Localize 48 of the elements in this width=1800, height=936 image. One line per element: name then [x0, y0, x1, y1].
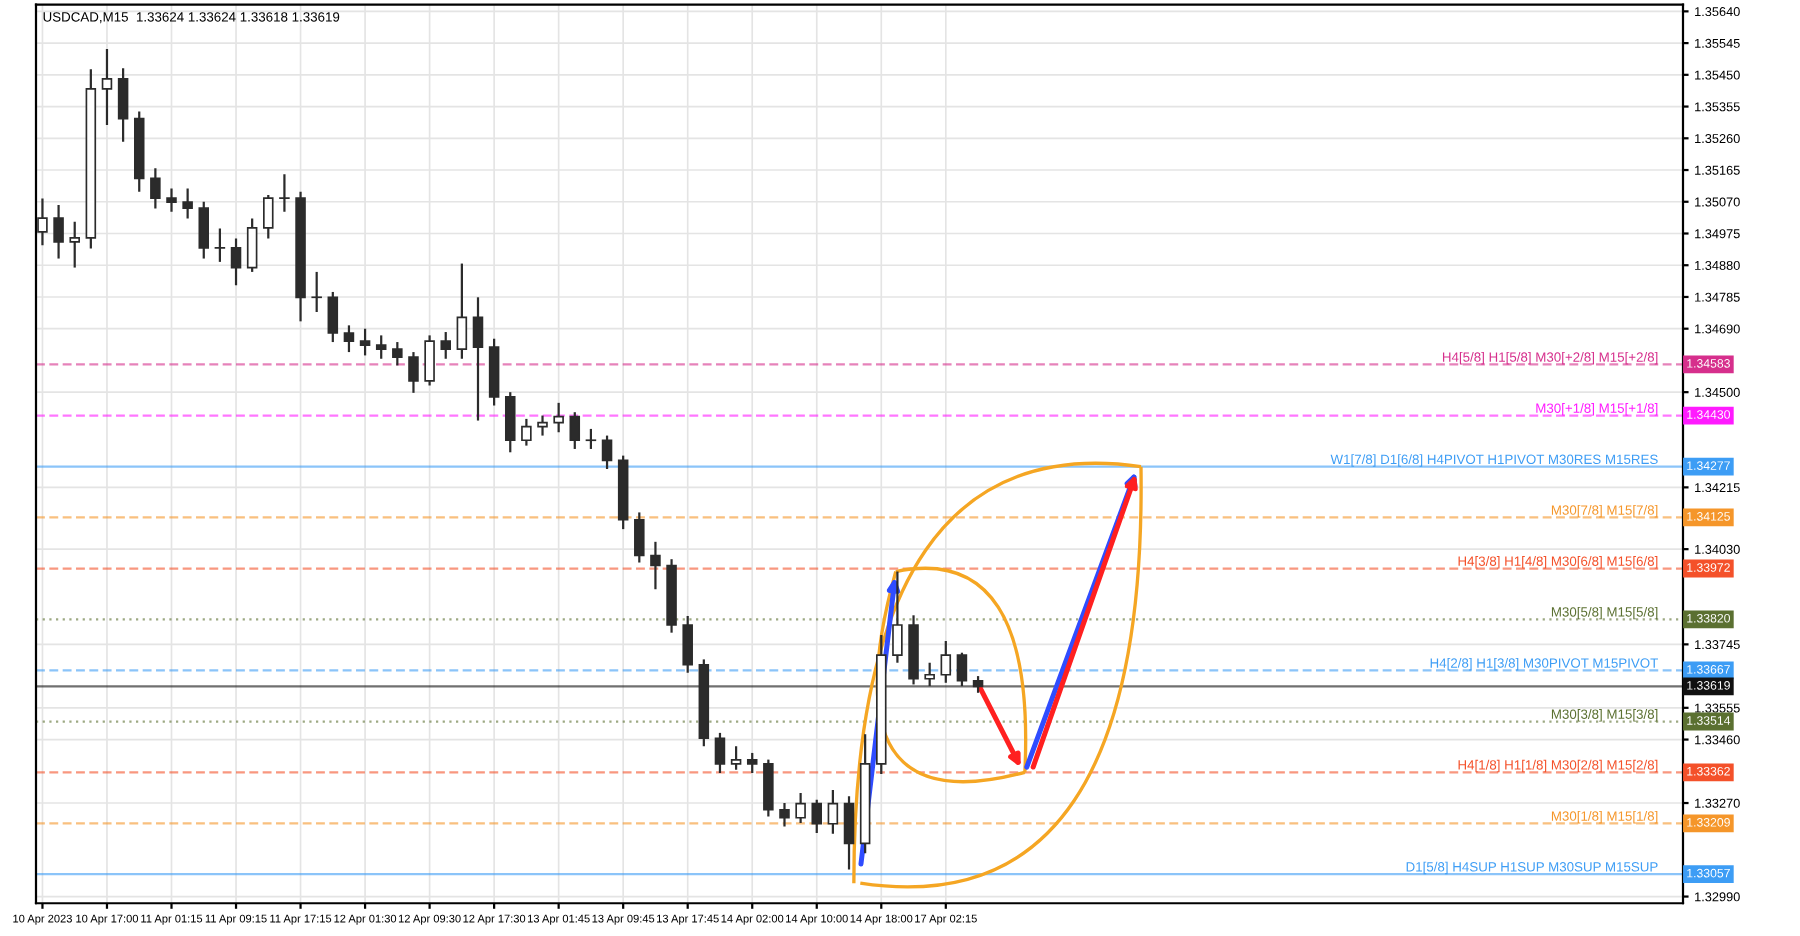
candlestick: [101, 48, 113, 127]
candlestick: [214, 227, 226, 263]
candlestick: [795, 791, 806, 825]
candlestick: [746, 751, 758, 775]
candlestick: [682, 614, 693, 674]
candlestick: [375, 334, 387, 360]
candlestick: [327, 290, 339, 344]
candlestick: [263, 193, 274, 240]
candlestick: [440, 330, 452, 360]
candlestick: [182, 187, 193, 220]
candlestick: [585, 427, 597, 451]
candlestick: [940, 639, 952, 684]
candlestick: [343, 324, 355, 354]
candlestick: [230, 237, 242, 287]
candlestick: [827, 788, 839, 835]
candlestick: [198, 200, 210, 260]
candlestick: [424, 334, 435, 387]
candlestick: [730, 745, 742, 771]
candlestick: [843, 795, 855, 871]
candlestick: [601, 434, 613, 471]
candlestick: [634, 511, 645, 564]
candlestick: [811, 798, 823, 835]
candlestick: [553, 401, 564, 434]
candlestick: [521, 417, 532, 447]
candlestick: [472, 296, 484, 422]
candlestick: [359, 327, 371, 357]
candlestick: [456, 262, 468, 360]
candlestick: [650, 540, 661, 591]
candlestick: [408, 350, 419, 394]
candlestick: [311, 270, 322, 314]
candlestick: [37, 197, 48, 247]
candlestick: [150, 167, 161, 210]
candlestick: [924, 661, 935, 688]
candlestick: [956, 651, 968, 688]
candlestick: [279, 173, 290, 213]
candlestick: [504, 391, 516, 454]
candlestick: [763, 758, 774, 818]
candlestick: [166, 187, 177, 213]
candlestick: [892, 570, 903, 664]
candlestick: [392, 340, 403, 367]
candlestick: [569, 411, 581, 451]
candlestick: [69, 220, 80, 269]
candlestick: [53, 203, 64, 260]
candlestick: [779, 801, 790, 828]
candlestick: [246, 217, 258, 274]
candlestick: [117, 67, 129, 143]
candlestick: [537, 414, 548, 437]
candlestick: [714, 731, 726, 775]
